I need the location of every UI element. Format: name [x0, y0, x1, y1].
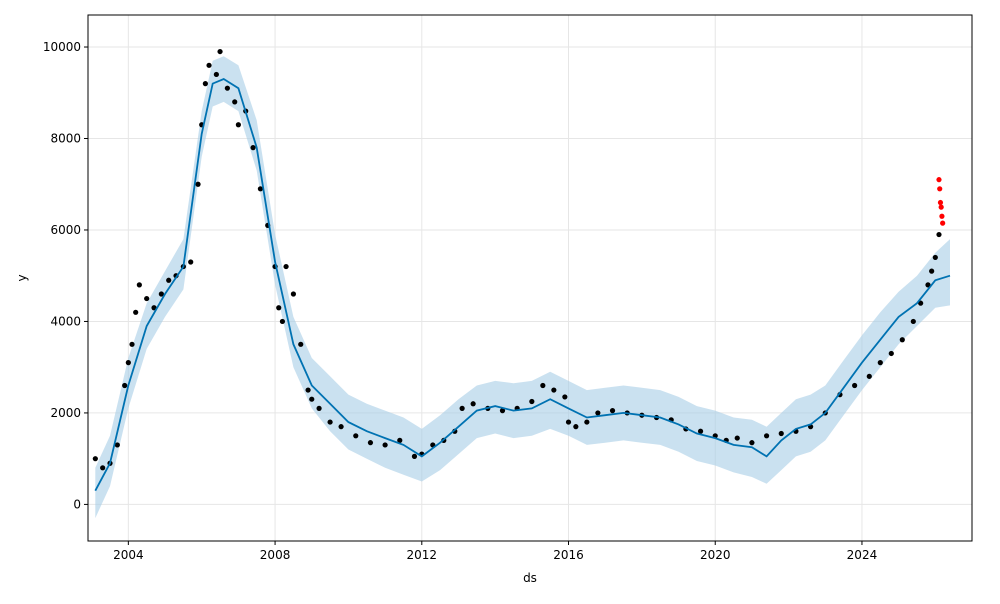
observed-point — [929, 268, 935, 274]
observed-point — [92, 456, 98, 462]
y-tick-label: 2000 — [50, 406, 81, 420]
uncertainty-band-area — [95, 56, 951, 519]
observed-point — [283, 263, 289, 270]
observed-point — [100, 465, 106, 471]
y-tick-label: 6000 — [50, 223, 81, 237]
observed-point — [866, 373, 872, 379]
uncertainty-band — [95, 56, 951, 519]
observed-point — [918, 300, 924, 306]
observed-point — [257, 186, 263, 192]
observed-point — [749, 440, 755, 446]
observed-point — [129, 341, 135, 347]
observed-point — [382, 442, 388, 448]
observed-point — [166, 277, 172, 283]
observed-point — [499, 408, 506, 414]
observed-point — [540, 382, 546, 389]
observed-point — [305, 387, 311, 393]
x-tick-label: 2004 — [113, 548, 144, 562]
observed-point — [235, 122, 241, 128]
observed-point — [910, 318, 916, 325]
forecast-line-path — [94, 77, 951, 492]
observed-point — [327, 419, 333, 425]
observed-point — [353, 433, 359, 439]
y-axis-label: y — [15, 274, 29, 281]
x-axis-label: ds — [523, 571, 537, 585]
x-tick-label: 2008 — [260, 548, 291, 562]
observed-point — [144, 295, 150, 302]
observed-point — [217, 48, 223, 55]
observed-point — [899, 337, 905, 343]
observed-point — [888, 350, 894, 357]
observed-point — [609, 408, 616, 414]
observed-point — [114, 442, 120, 448]
observed-point — [565, 419, 572, 425]
observed-point — [195, 181, 201, 187]
observed-point — [298, 341, 304, 347]
observed-point — [529, 398, 535, 405]
observed-point — [158, 291, 164, 297]
observed-point — [397, 437, 403, 443]
observed-point — [232, 99, 238, 105]
recent-actual-point — [937, 199, 944, 206]
observed-point — [338, 424, 344, 430]
observed-point — [877, 360, 883, 366]
recent-actual-point — [940, 220, 946, 226]
observed-point — [925, 282, 931, 288]
observed-point — [206, 62, 212, 68]
observed-point — [551, 387, 557, 393]
observed-point — [188, 259, 194, 265]
y-tick-label: 0 — [73, 497, 81, 511]
grid-lines — [88, 15, 972, 541]
observed-point — [778, 430, 784, 437]
y-tick-label: 4000 — [50, 314, 81, 328]
observed-point — [595, 410, 601, 416]
recent-actual-point — [938, 204, 944, 210]
observed-point — [213, 71, 219, 78]
recent-actuals — [936, 177, 946, 226]
observed-point — [936, 231, 942, 238]
x-tick-label: 2012 — [407, 548, 438, 562]
observed-point — [470, 401, 476, 407]
axes — [87, 14, 973, 542]
observed-point — [250, 145, 256, 151]
y-tick-label: 8000 — [50, 131, 81, 145]
observed-point — [224, 85, 230, 91]
observed-point — [276, 305, 282, 311]
x-tick-label: 2024 — [847, 548, 878, 562]
observed-point — [852, 382, 858, 389]
recent-actual-point — [939, 213, 945, 219]
x-tick-label: 2020 — [700, 548, 731, 562]
observed-point — [932, 254, 938, 261]
observed-point — [125, 360, 131, 366]
y-tick-label: 10000 — [43, 40, 81, 54]
observed-point — [562, 394, 568, 400]
observed-point — [697, 428, 704, 434]
observed-point — [734, 435, 740, 441]
observed-point — [316, 405, 322, 411]
x-axis-ticks: 2004 2008 2012 2016 2020 2024 — [113, 541, 877, 562]
plot-frame — [87, 14, 973, 542]
observed-point — [309, 396, 315, 402]
observed-point — [136, 282, 142, 288]
observed-point — [279, 318, 286, 325]
recent-actual-point — [936, 177, 942, 183]
observed-point — [411, 453, 418, 459]
observed-point — [122, 382, 128, 389]
observed-point — [584, 419, 590, 425]
y-axis-ticks: 0 2000 4000 6000 8000 10000 — [43, 40, 88, 511]
observed-point — [763, 433, 770, 439]
observed-point — [202, 81, 208, 87]
recent-actual-point — [937, 186, 943, 192]
x-tick-label: 2016 — [553, 548, 584, 562]
observed-point — [133, 309, 139, 315]
forecast-line — [94, 77, 951, 492]
observed-point — [573, 424, 579, 430]
observed-point — [151, 305, 157, 311]
observed-point — [290, 291, 297, 297]
observed-point — [367, 440, 374, 446]
observed-point — [459, 405, 465, 411]
